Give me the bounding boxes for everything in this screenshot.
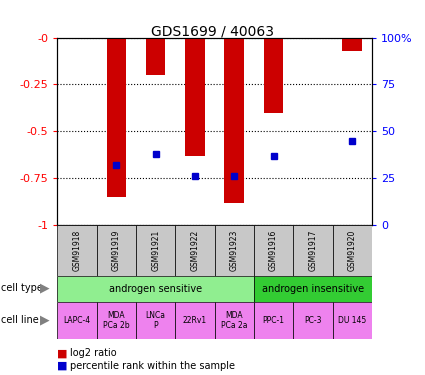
Text: ■: ■ <box>57 348 68 358</box>
Bar <box>136 225 175 276</box>
Text: LNCa
P: LNCa P <box>146 311 166 330</box>
Text: GSM91917: GSM91917 <box>309 230 317 271</box>
Text: GSM91918: GSM91918 <box>73 230 82 271</box>
Bar <box>175 225 215 276</box>
Text: ■: ■ <box>57 361 68 370</box>
Text: GSM91920: GSM91920 <box>348 230 357 271</box>
Text: GDS1699 / 40063: GDS1699 / 40063 <box>151 24 274 38</box>
Text: GSM91922: GSM91922 <box>190 230 199 271</box>
Text: MDA
PCa 2b: MDA PCa 2b <box>103 311 130 330</box>
Text: PPC-1: PPC-1 <box>263 316 285 325</box>
Bar <box>96 302 136 339</box>
Text: LAPC-4: LAPC-4 <box>63 316 91 325</box>
Text: PC-3: PC-3 <box>304 316 322 325</box>
Bar <box>215 225 254 276</box>
Bar <box>96 225 136 276</box>
Text: percentile rank within the sample: percentile rank within the sample <box>70 361 235 370</box>
Bar <box>57 225 96 276</box>
Bar <box>215 302 254 339</box>
Text: androgen insensitive: androgen insensitive <box>262 284 364 294</box>
Bar <box>175 302 215 339</box>
Text: GSM91916: GSM91916 <box>269 230 278 271</box>
Bar <box>57 276 254 302</box>
Text: ▶: ▶ <box>40 282 49 294</box>
Bar <box>293 225 332 276</box>
Bar <box>107 38 126 197</box>
Bar <box>254 302 293 339</box>
Bar <box>254 225 293 276</box>
Text: cell line: cell line <box>1 315 39 325</box>
Bar <box>254 276 372 302</box>
Bar <box>332 302 372 339</box>
Bar <box>332 225 372 276</box>
Bar <box>293 302 332 339</box>
Bar <box>343 38 362 51</box>
Text: GSM91921: GSM91921 <box>151 230 160 271</box>
Text: cell type: cell type <box>1 283 43 293</box>
Text: MDA
PCa 2a: MDA PCa 2a <box>221 311 247 330</box>
Bar <box>57 302 96 339</box>
Bar <box>185 38 205 156</box>
Text: GSM91923: GSM91923 <box>230 230 239 271</box>
Bar <box>136 302 175 339</box>
Text: log2 ratio: log2 ratio <box>70 348 117 358</box>
Text: ▶: ▶ <box>40 314 49 326</box>
Text: DU 145: DU 145 <box>338 316 366 325</box>
Bar <box>224 38 244 203</box>
Text: androgen sensitive: androgen sensitive <box>109 284 202 294</box>
Text: GSM91919: GSM91919 <box>112 230 121 271</box>
Bar <box>146 38 165 75</box>
Bar <box>264 38 283 112</box>
Text: 22Rv1: 22Rv1 <box>183 316 207 325</box>
